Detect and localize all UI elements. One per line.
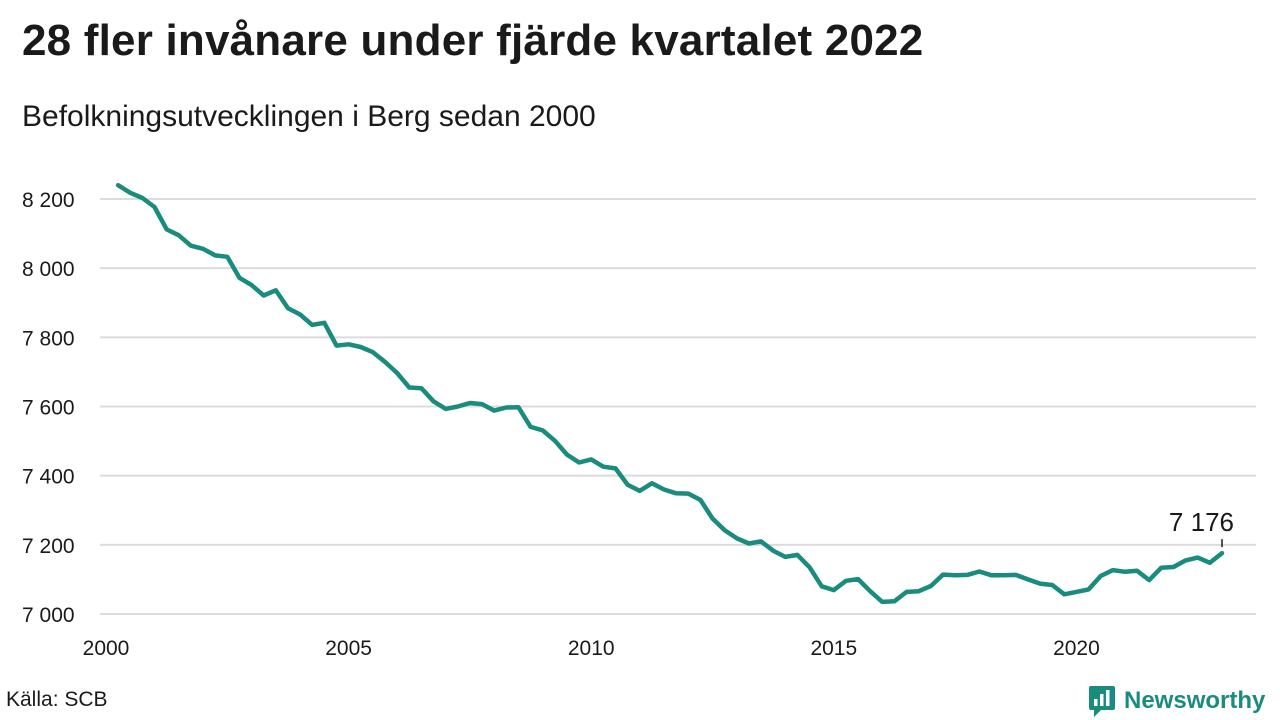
y-tick-label: 7 200	[22, 535, 75, 558]
chart-title: 28 fler invånare under fjärde kvartalet …	[22, 16, 924, 65]
end-value-label: 7 176	[1169, 507, 1234, 537]
newsworthy-logo-icon	[1089, 686, 1115, 717]
brand-logo: Newsworthy	[1088, 684, 1265, 718]
y-tick-label: 8 000	[22, 258, 75, 281]
x-tick-label: 2020	[1053, 637, 1100, 660]
series-line	[115, 182, 1225, 605]
x-tick-label: 2000	[83, 637, 130, 660]
y-tick-label: 7 400	[22, 466, 75, 489]
grid-lines	[100, 198, 1256, 615]
source-note: Källa: SCB	[6, 688, 108, 711]
y-tick-label: 7 800	[22, 327, 75, 350]
y-tick-label: 7 000	[22, 604, 75, 627]
y-tick-label: 7 600	[22, 397, 75, 420]
end-annotation: 7 176	[1169, 507, 1234, 548]
y-tick-label: 8 200	[22, 189, 75, 212]
x-axis-tick-labels: 2000 2005 2010 2015 2020	[83, 637, 1100, 660]
y-axis-tick-labels: 7 000 7 200 7 400 7 600 7 800 8 000 8 200	[22, 189, 75, 627]
x-tick-label: 2010	[568, 637, 615, 660]
series-layer	[115, 182, 1225, 605]
chart-subtitle: Befolkningsutvecklingen i Berg sedan 200…	[22, 100, 596, 133]
x-tick-label: 2015	[810, 637, 857, 660]
brand-name: Newsworthy	[1124, 687, 1266, 714]
x-tick-label: 2005	[325, 637, 372, 660]
